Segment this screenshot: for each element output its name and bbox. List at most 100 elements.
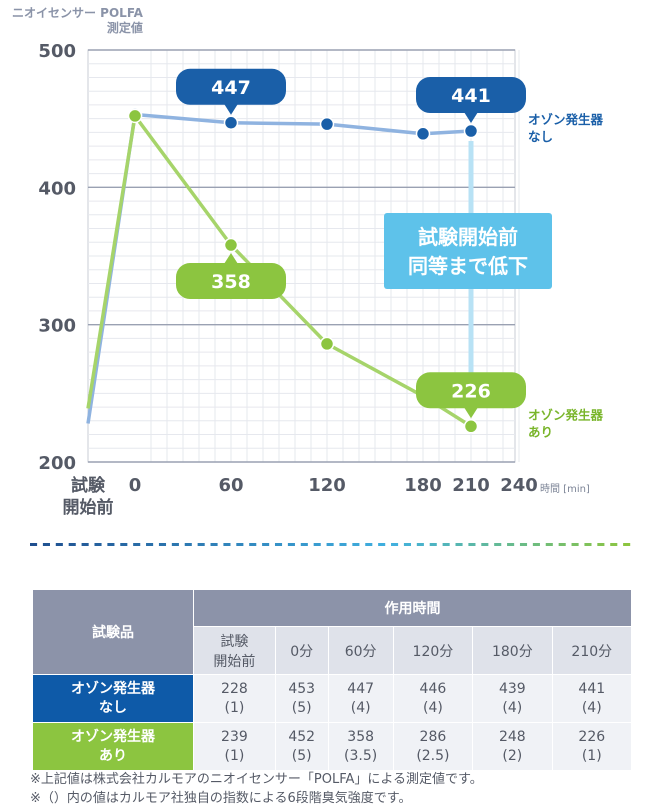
series-label: なし (528, 129, 553, 144)
table-cell: 239 (1) (193, 722, 276, 771)
divider-dash (94, 543, 102, 546)
row-label: オゾン発生器 あり (32, 722, 194, 771)
row-label-text: あり (99, 747, 127, 764)
divider-dash (197, 543, 205, 546)
divider-dash (494, 543, 502, 546)
data-point (319, 116, 335, 132)
divider-dash (42, 543, 50, 546)
divider-dash (171, 543, 179, 546)
divider-dash (442, 543, 450, 546)
divider-dash (378, 543, 386, 546)
annotation-text: 同等まで低下 (408, 254, 528, 278)
cell-value: 226 (578, 728, 606, 745)
column-header: 180分 (472, 626, 553, 675)
annotation-box (384, 213, 552, 289)
callout-bubble (176, 263, 286, 300)
divider-dash (391, 543, 399, 546)
column-header: 60分 (327, 626, 394, 675)
divider-dash (545, 543, 553, 546)
data-point (223, 237, 239, 253)
cell-intensity: (2.5) (416, 747, 450, 764)
time-header: 作用時間 (193, 589, 632, 627)
y-tick-label: 200 (38, 453, 76, 474)
table-cell: 441 (4) (551, 674, 633, 723)
x-tick-label: 120 (308, 475, 346, 496)
cell-intensity: (1) (224, 747, 245, 764)
divider-dash (81, 543, 89, 546)
callout-bubble (416, 77, 526, 114)
section-divider (30, 543, 631, 546)
divider-dash (249, 543, 257, 546)
divider-dash (481, 543, 489, 546)
data-point (415, 126, 431, 142)
footnote: ※（）内の値はカルモア社独自の指数による6段階臭気強度です。 (30, 791, 412, 806)
divider-dash (468, 543, 476, 546)
y-tick-label: 500 (38, 41, 76, 62)
divider-dash (68, 543, 76, 546)
cell-intensity: (4) (422, 699, 443, 716)
cell-intensity: (4) (350, 699, 371, 716)
cell-intensity: (1) (224, 699, 245, 716)
x-tick-label: 180 (404, 475, 442, 496)
footnote: ※上記値は株式会社カルモアのニオイセンサー「POLFA」による測定値です。 (30, 772, 483, 787)
cell-intensity: (2) (502, 747, 523, 764)
cell-value: 452 (288, 728, 316, 745)
divider-dash (429, 543, 437, 546)
divider-dash (133, 543, 141, 546)
divider-dash (507, 543, 515, 546)
table-cell: 286 (2.5) (392, 722, 474, 771)
column-header: 0分 (274, 626, 329, 675)
sample-header: 試験品 (32, 589, 194, 675)
callout-value: 226 (451, 380, 491, 402)
divider-dash (287, 543, 295, 546)
divider-dash (455, 543, 463, 546)
cell-intensity: (4) (581, 699, 602, 716)
table-cell: 447 (4) (327, 674, 394, 723)
divider-dash (158, 543, 167, 546)
table-cell: 358 (3.5) (327, 722, 394, 771)
column-header-text: 試験 (220, 633, 249, 650)
divider-dash (313, 543, 321, 546)
divider-dash (365, 543, 373, 546)
column-header: 試験 開始前 (193, 626, 276, 675)
divider-dash (236, 543, 244, 546)
divider-dash (571, 543, 579, 546)
table-cell: 452 (5) (274, 722, 329, 771)
column-header-row: 試験 開始前 0分 60分 120分 180分 210分 (33, 626, 633, 675)
callout-pointer (464, 112, 478, 124)
y-axis-title-unit: 測定値 (106, 21, 143, 35)
y-tick-label: 300 (38, 316, 76, 337)
cell-intensity: (4) (502, 699, 523, 716)
callout-value: 358 (211, 271, 251, 293)
table-cell: 248 (2) (472, 722, 553, 771)
table-row: オゾン発生器 あり 239 (1) 452 (5) 358 (3.5) 286 (2.5) 248(… (32, 722, 633, 771)
divider-dash (326, 543, 334, 546)
data-point (223, 115, 239, 131)
table-cell: 446 (4) (392, 674, 474, 723)
column-header-text: 210分 (571, 643, 613, 660)
divider-dash (274, 543, 283, 546)
y-axis-title: ニオイセンサー POLFA 測定値 (12, 6, 143, 36)
data-point (463, 419, 479, 434)
column-header-text: 120分 (412, 643, 454, 660)
x-tick-label-pre: 開始前 (63, 497, 114, 518)
table-cell: 439 (4) (472, 674, 553, 723)
cell-value: 453 (288, 680, 316, 697)
series-label: あり (528, 424, 553, 439)
divider-dash (403, 543, 412, 546)
callout-pointer (224, 103, 238, 115)
divider-dash (532, 543, 540, 546)
callout-bubble (416, 372, 526, 409)
column-header: 120分 (392, 626, 474, 675)
series-label: オゾン発生器 (528, 407, 604, 422)
y-tick-label: 400 (38, 178, 76, 199)
row-label-text: オゾン発生器 (71, 728, 155, 745)
divider-dash (262, 543, 270, 546)
column-header-text: 0分 (290, 643, 314, 660)
x-axis-title: 時間 [min] (540, 483, 590, 495)
divider-dash (184, 543, 192, 546)
divider-dash (55, 543, 63, 546)
table-body: オゾン発生器 なし 228 (1) 453 (5) 447 (4) 446 (4) 439 (4) 44… (32, 674, 633, 771)
divider-dash (623, 543, 631, 546)
cell-value: 239 (221, 728, 248, 745)
